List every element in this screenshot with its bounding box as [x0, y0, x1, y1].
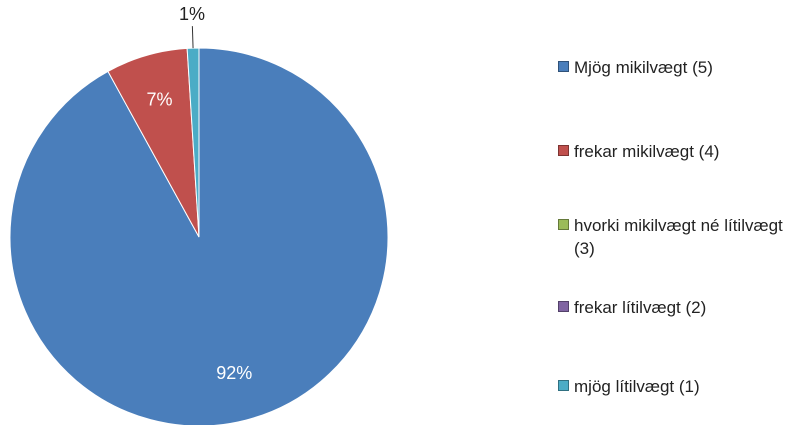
legend-item: hvorki mikilvægt né lítilvægt (3) — [558, 214, 788, 260]
legend-item: Mjög mikilvægt (5) — [558, 56, 788, 79]
legend-item: frekar lítilvægt (2) — [558, 296, 788, 319]
legend-item: mjög lítilvægt (1) — [558, 375, 788, 398]
legend-label: hvorki mikilvægt né lítilvægt (3) — [574, 216, 783, 258]
legend-label: frekar mikilvægt (4) — [574, 142, 720, 161]
data-label: 7% — [146, 90, 172, 110]
legend-item: frekar mikilvægt (4) — [558, 140, 788, 163]
legend-label: frekar lítilvægt (2) — [574, 298, 707, 317]
data-label: 1% — [179, 4, 205, 24]
legend-swatch — [558, 61, 569, 72]
legend-swatch — [558, 380, 569, 391]
legend-swatch — [558, 301, 569, 312]
legend-label: Mjög mikilvægt (5) — [574, 58, 713, 77]
legend-label: mjög lítilvægt (1) — [574, 377, 700, 396]
legend-swatch — [558, 219, 569, 230]
legend-swatch — [558, 145, 569, 156]
leader-line — [191, 26, 194, 49]
data-label: 92% — [216, 363, 252, 383]
